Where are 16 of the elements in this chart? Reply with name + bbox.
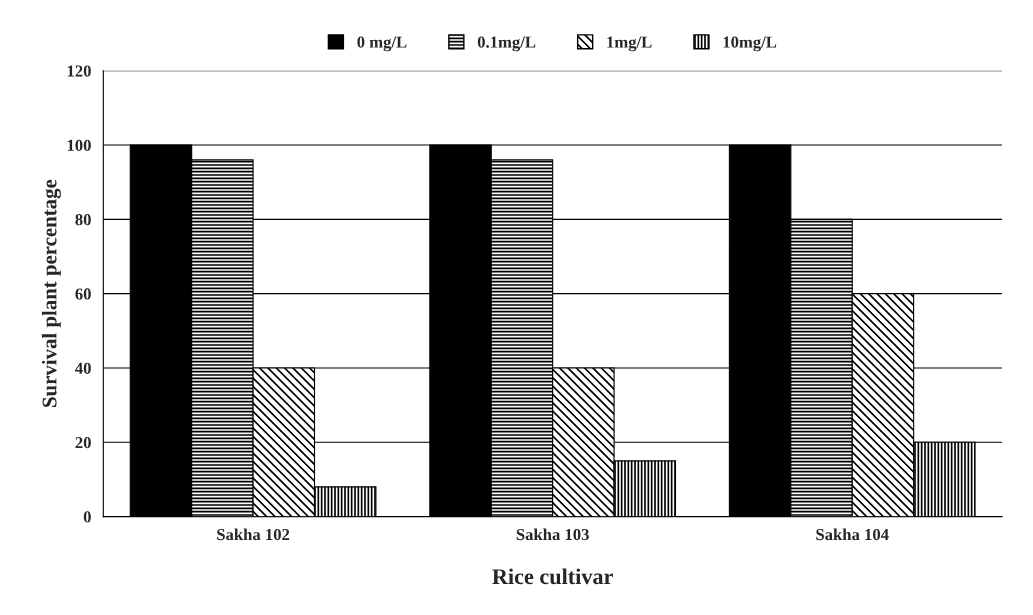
y-tick-label: 120 xyxy=(67,65,91,77)
x-tick-label: Sakha 103 xyxy=(516,528,589,541)
y-tick-label: 20 xyxy=(75,436,91,449)
legend-label: 0 mg/L xyxy=(357,36,407,52)
y-tick-label: 60 xyxy=(75,288,91,300)
x-tick-label: Sakha 104 xyxy=(816,528,889,541)
x-tick-label: Sakha 102 xyxy=(217,528,290,541)
y-tick-label: 40 xyxy=(75,362,91,374)
y-tick-label: 100 xyxy=(67,139,91,151)
legend-label: 1mg/L xyxy=(607,36,652,52)
y-tick-label: 80 xyxy=(75,214,91,226)
legend-label: 10mg/L xyxy=(723,36,777,52)
y-axis-title: Survival plant percentage xyxy=(41,179,61,407)
legend-label: 0.1mg/L xyxy=(477,36,536,52)
x-axis-title: Rice cultivar xyxy=(492,568,613,585)
y-tick-label: 0 xyxy=(83,511,91,523)
